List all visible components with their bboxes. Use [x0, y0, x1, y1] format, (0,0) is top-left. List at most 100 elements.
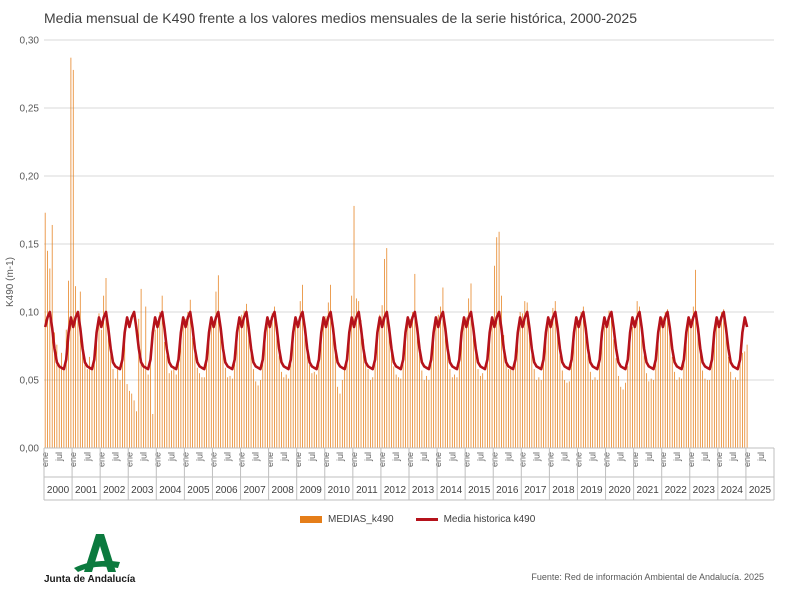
- bar: [585, 336, 587, 448]
- bar: [594, 377, 596, 448]
- bar: [587, 355, 589, 448]
- bar: [61, 352, 62, 448]
- bar: [435, 324, 437, 448]
- x-month-tick-label: jul: [110, 452, 120, 462]
- bar: [290, 363, 292, 448]
- bar: [484, 380, 486, 448]
- bar: [72, 69, 74, 449]
- source-note: Fuente: Red de información Ambiental de …: [531, 572, 764, 582]
- bar: [646, 373, 647, 448]
- bar: [86, 369, 88, 448]
- bar: [568, 381, 570, 448]
- bar: [224, 367, 226, 448]
- bar: [664, 312, 666, 448]
- bar: [437, 314, 439, 448]
- bar: [243, 310, 245, 448]
- y-tick-label: 0,05: [20, 376, 40, 387]
- bar: [463, 320, 465, 448]
- bar: [611, 312, 612, 448]
- y-axis-title: K490 (m-1): [5, 257, 16, 307]
- bar: [601, 341, 603, 448]
- bar: [129, 390, 130, 448]
- x-month-tick-label: jul: [588, 452, 598, 462]
- bar: [339, 393, 341, 448]
- x-month-tick-label: ene: [714, 452, 724, 467]
- bar: [706, 380, 708, 448]
- bar: [82, 341, 83, 448]
- bar: [161, 295, 163, 448]
- bar: [402, 360, 404, 448]
- bar: [281, 371, 282, 448]
- x-month-tick-label: ene: [546, 452, 556, 467]
- x-month-tick-label: jul: [560, 452, 570, 462]
- bar: [283, 377, 285, 448]
- bar: [248, 335, 250, 448]
- bar: [236, 335, 238, 448]
- bar: [152, 414, 154, 448]
- bar: [299, 301, 301, 448]
- bar: [91, 366, 93, 448]
- bar: [70, 57, 72, 449]
- bar: [346, 352, 348, 448]
- bar: [573, 339, 575, 448]
- x-month-tick-label: ene: [630, 452, 640, 467]
- bar: [704, 378, 706, 448]
- bar: [180, 331, 182, 448]
- x-year-label: 2011: [356, 485, 378, 496]
- bar: [603, 325, 605, 448]
- bar: [171, 370, 172, 448]
- bar: [634, 320, 636, 448]
- bar: [744, 351, 746, 448]
- bar: [433, 340, 434, 448]
- bar: [58, 363, 60, 448]
- x-month-tick-label: jul: [672, 452, 682, 462]
- bar: [531, 352, 533, 448]
- x-month-tick-label: ene: [686, 452, 696, 467]
- bar: [98, 313, 100, 448]
- x-year-label: 2013: [412, 485, 435, 496]
- bar: [189, 299, 191, 448]
- x-month-tick-label: jul: [419, 452, 429, 462]
- bar: [391, 350, 392, 448]
- x-month-tick-label: jul: [279, 452, 289, 462]
- x-year-label: 2010: [328, 485, 351, 496]
- bar: [213, 322, 215, 448]
- bar: [89, 356, 90, 448]
- bar: [215, 291, 217, 448]
- bar: [529, 332, 530, 448]
- bar: [472, 329, 474, 448]
- bar: [489, 333, 491, 448]
- bar: [550, 318, 551, 448]
- bar: [442, 287, 444, 448]
- bar: [49, 268, 51, 448]
- bar: [458, 359, 460, 448]
- bar: [695, 269, 696, 448]
- bar: [250, 352, 252, 448]
- bar: [393, 366, 395, 448]
- bar: [426, 375, 427, 448]
- bar: [575, 324, 577, 448]
- bar: [627, 366, 629, 448]
- bar: [93, 350, 95, 448]
- bar: [210, 322, 212, 448]
- bar: [63, 369, 65, 448]
- bar: [688, 322, 689, 448]
- x-month-tick-label: jul: [335, 452, 345, 462]
- bar: [540, 380, 542, 448]
- bar: [421, 370, 423, 448]
- legend-label-bars: MEDIAS_k490: [328, 514, 394, 525]
- x-month-tick-label: ene: [461, 452, 471, 467]
- y-tick-label: 0,15: [20, 240, 40, 251]
- bar: [538, 377, 540, 448]
- bar: [143, 363, 144, 448]
- bar: [498, 231, 500, 448]
- gridlines: [44, 39, 774, 449]
- bar: [732, 380, 734, 448]
- bar: [477, 369, 479, 448]
- bar: [699, 354, 701, 448]
- junta-de-andalucia-logo: [74, 534, 120, 572]
- bar: [159, 312, 161, 448]
- bar: [348, 325, 350, 448]
- bar: [164, 341, 165, 448]
- x-month-tick-label: jul: [195, 452, 205, 462]
